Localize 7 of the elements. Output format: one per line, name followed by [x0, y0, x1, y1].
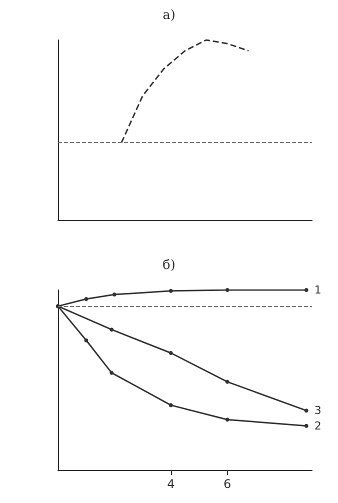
x-tick-label: 4: [167, 477, 175, 491]
series-label: 3: [314, 404, 322, 418]
series-label: 2: [314, 419, 322, 432]
chart-title: а): [162, 8, 176, 23]
chart-title: б): [162, 258, 176, 273]
x-tick-label: 6: [224, 477, 232, 491]
series-label: 1: [314, 284, 322, 296]
